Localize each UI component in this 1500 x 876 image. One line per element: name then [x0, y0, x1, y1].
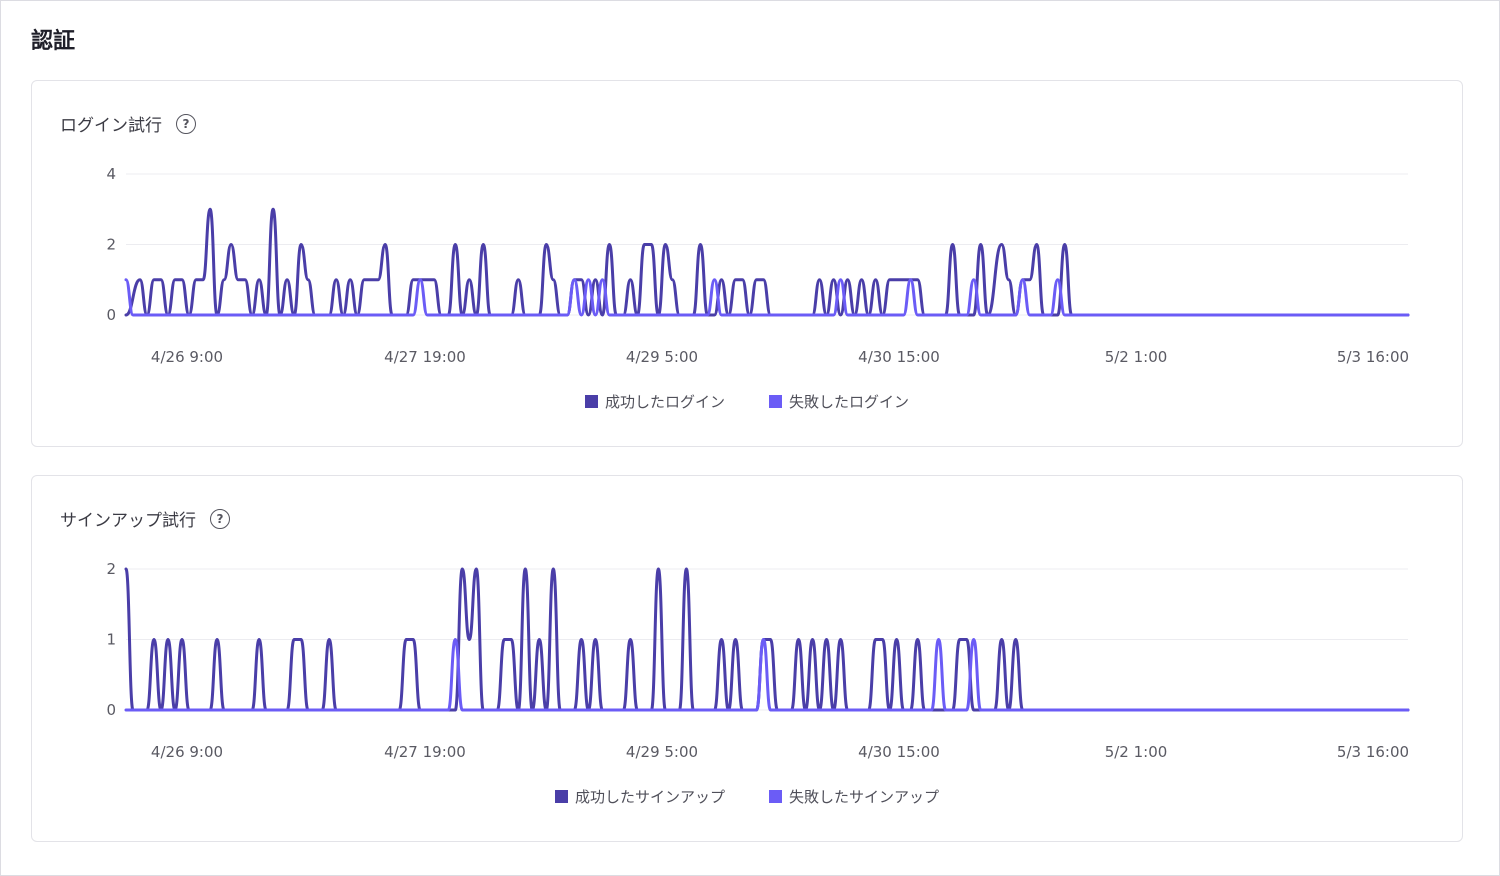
x-tick-label: 4/27 19:00	[384, 743, 466, 761]
chart-legend: 成功したサインアップ 失敗したサインアップ	[32, 786, 1462, 807]
legend-swatch-success	[584, 395, 598, 408]
question-circle-icon[interactable]: ?	[176, 113, 196, 134]
y-tick-label: 4	[106, 165, 116, 183]
card-header: サインアップ試行 ?	[60, 506, 230, 531]
legend-label: 失敗したサインアップ	[789, 788, 940, 806]
x-tick-label: 5/3 16:00	[1337, 743, 1409, 761]
x-tick-label: 4/29 5:00	[626, 743, 698, 761]
series-line-success	[124, 207, 1410, 317]
series-line-failure	[124, 638, 1410, 712]
legend-swatch-success	[554, 790, 568, 803]
y-tick-label: 0	[106, 306, 116, 324]
question-circle-icon[interactable]: ?	[210, 508, 230, 529]
y-tick-label: 2	[106, 236, 116, 254]
chart-legend: 成功したログイン 失敗したログイン	[32, 391, 1462, 412]
x-tick-label: 5/2 1:00	[1105, 743, 1168, 761]
login-attempts-chart: 0 2 4 4/26 9:00 4/27 19:00 4/29 5:00 4/30 15:0…	[106, 165, 1410, 366]
legend-item-success[interactable]: 成功したログイン	[584, 391, 725, 412]
y-tick-label: 2	[106, 560, 116, 578]
x-tick-label: 4/29 5:00	[626, 348, 698, 366]
login-attempts-card: ログイン試行 ? 0 2 4 4/26 9:00 4/27 19:00 4/29 5:00…	[31, 80, 1463, 447]
card-title: サインアップ試行	[60, 511, 196, 531]
legend-label: 成功したログイン	[604, 393, 725, 411]
y-tick-label: 1	[106, 631, 116, 649]
x-tick-label: 4/26 9:00	[151, 348, 223, 366]
page-title: 認証	[31, 29, 76, 54]
x-tick-label: 4/26 9:00	[151, 743, 223, 761]
legend-swatch-failure	[769, 790, 782, 803]
series-line-failure	[124, 278, 1410, 317]
signup-attempts-card: サインアップ試行 ? 0 1 2 4/26 9:00 4/27 19:00 4/29 5:…	[31, 475, 1463, 842]
x-tick-label: 4/27 19:00	[384, 348, 466, 366]
legend-label: 失敗したログイン	[789, 393, 910, 411]
x-tick-label: 5/2 1:00	[1105, 348, 1168, 366]
card-title: ログイン試行	[60, 116, 162, 136]
legend-item-failure[interactable]: 失敗したサインアップ	[769, 786, 939, 807]
y-tick-label: 0	[106, 701, 116, 719]
legend-label: 成功したサインアップ	[574, 788, 725, 806]
legend-item-success[interactable]: 成功したサインアップ	[554, 786, 725, 807]
x-tick-label: 4/30 15:00	[858, 348, 940, 366]
card-header: ログイン試行 ?	[60, 111, 196, 136]
legend-item-failure[interactable]: 失敗したログイン	[769, 391, 909, 412]
signup-attempts-chart: 0 1 2 4/26 9:00 4/27 19:00 4/29 5:00 4/30 15:0…	[106, 560, 1410, 761]
x-tick-label: 5/3 16:00	[1337, 348, 1409, 366]
x-tick-label: 4/30 15:00	[858, 743, 940, 761]
legend-swatch-failure	[769, 395, 782, 408]
